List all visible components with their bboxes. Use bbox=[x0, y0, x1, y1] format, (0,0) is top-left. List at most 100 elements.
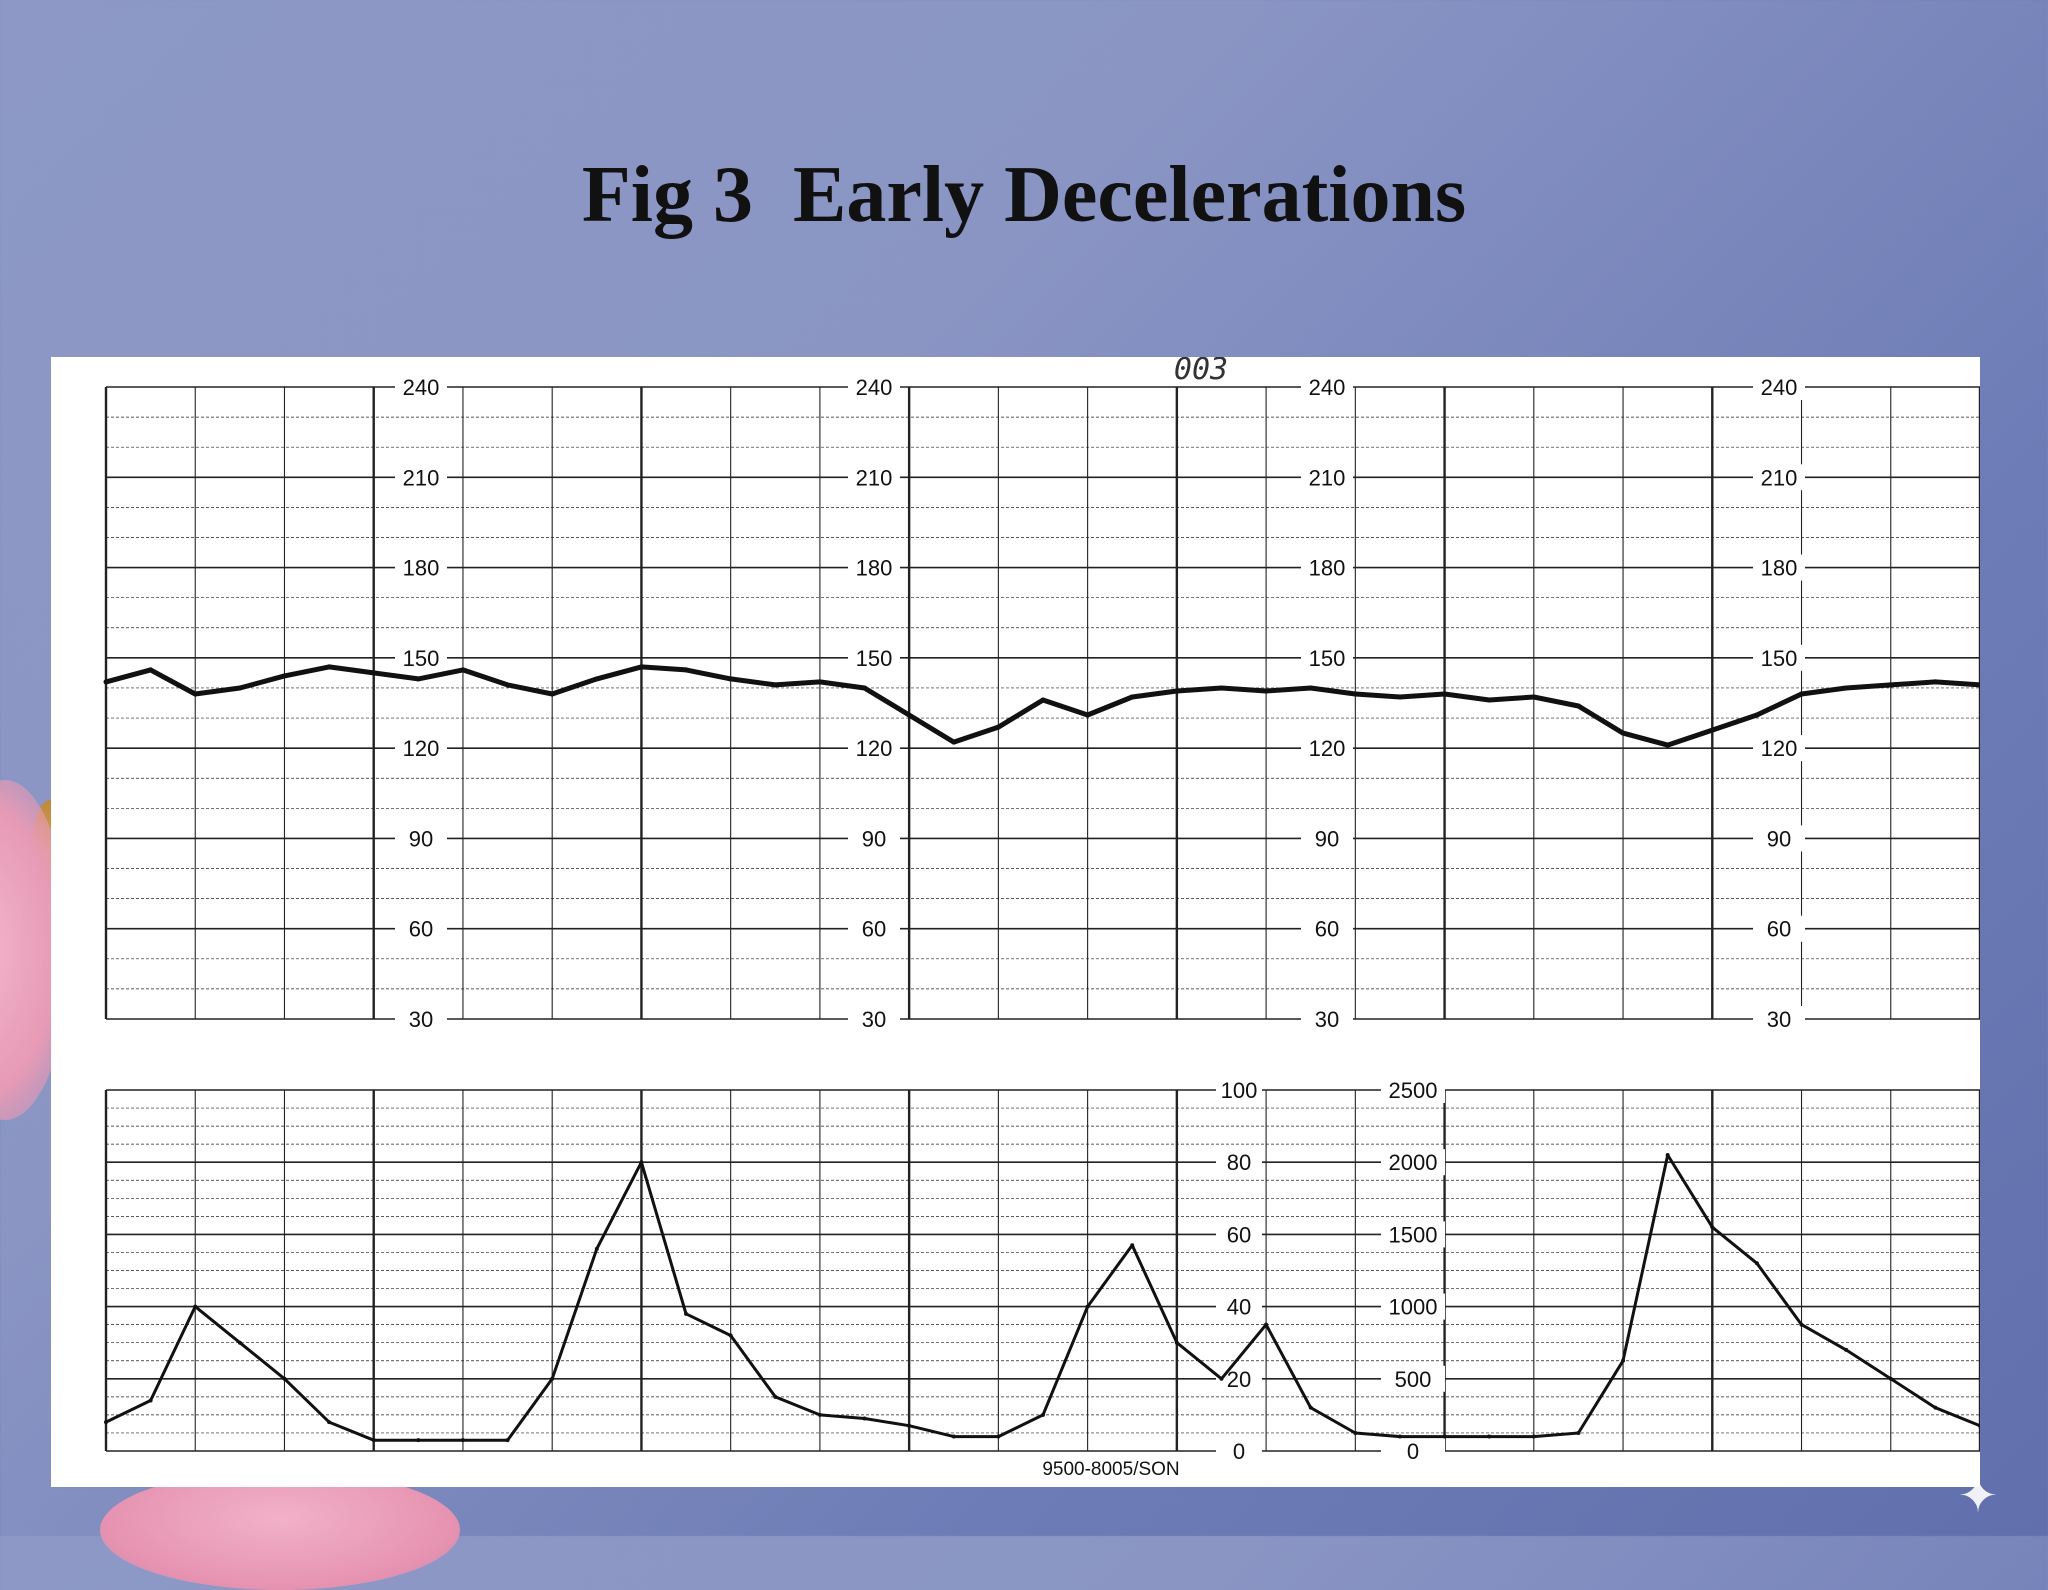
fhr-tick-bg bbox=[1753, 554, 1805, 581]
uc-tick-label-left: 80 bbox=[1227, 1150, 1251, 1175]
uc-tick-bg bbox=[1381, 1077, 1445, 1103]
fhr-tick-label: 120 bbox=[1309, 736, 1346, 761]
fhr-tick-bg bbox=[395, 735, 447, 762]
fhr-tick-bg bbox=[1301, 825, 1353, 852]
fhr-data-point bbox=[1754, 712, 1760, 718]
fhr-tick-bg bbox=[848, 644, 900, 671]
uc-data-point bbox=[237, 1340, 242, 1345]
fhr-tick-label: 120 bbox=[403, 736, 440, 761]
uc-data-point bbox=[282, 1376, 287, 1381]
fhr-tick-label: 240 bbox=[1761, 375, 1798, 400]
fhr-tick-label: 60 bbox=[1767, 917, 1791, 942]
fhr-tick-bg bbox=[848, 554, 900, 581]
fhr-tick-label: 150 bbox=[1309, 646, 1346, 671]
fhr-data-point bbox=[1575, 703, 1581, 709]
uc-data-point bbox=[1219, 1376, 1224, 1381]
fhr-tick-bg bbox=[1301, 374, 1353, 400]
fhr-tick-bg bbox=[848, 915, 900, 942]
fhr-tick-label: 210 bbox=[1761, 465, 1798, 490]
uc-tick-bg bbox=[1216, 1293, 1262, 1320]
fhr-tick-label: 180 bbox=[1761, 556, 1798, 581]
uc-tick-label-right: 2000 bbox=[1389, 1150, 1438, 1175]
fhr-data-point bbox=[1932, 679, 1938, 685]
uc-data-point bbox=[1665, 1152, 1670, 1157]
fhr-data-point bbox=[1620, 730, 1626, 736]
uc-tick-bg bbox=[1216, 1438, 1262, 1464]
fhr-tick-label: 210 bbox=[1309, 465, 1346, 490]
uc-data-point bbox=[907, 1423, 912, 1428]
fhr-data-point bbox=[1888, 682, 1894, 688]
uc-data-point bbox=[1264, 1322, 1269, 1327]
fhr-tick-bg bbox=[1301, 735, 1353, 762]
uc-tick-label-left: 100 bbox=[1221, 1078, 1258, 1103]
fhr-data-point bbox=[995, 724, 1001, 730]
fhr-data-point bbox=[281, 673, 287, 679]
uc-data-point bbox=[951, 1434, 956, 1439]
fhr-data-point bbox=[862, 685, 868, 691]
uc-data-point bbox=[1933, 1405, 1938, 1410]
fhr-tick-label: 240 bbox=[403, 375, 440, 400]
fhr-data-point bbox=[683, 667, 689, 673]
ctg-chart-panel: 240 210 180 150 120 90 60 30 240 210 180 150 120 90 60… bbox=[51, 357, 1980, 1487]
fhr-data-point bbox=[728, 676, 734, 682]
uc-data-point bbox=[594, 1246, 599, 1251]
fhr-data-point bbox=[638, 664, 644, 670]
fhr-data-point bbox=[1129, 694, 1135, 700]
uc-data-point bbox=[1442, 1434, 1447, 1439]
fhr-data-point bbox=[906, 712, 912, 718]
uc-data-point bbox=[1754, 1261, 1759, 1266]
fhr-tick-label: 150 bbox=[856, 646, 893, 671]
uc-tick-label-left: 0 bbox=[1233, 1439, 1245, 1464]
uc-tick-bg bbox=[1381, 1293, 1445, 1320]
uc-data-point bbox=[371, 1438, 376, 1443]
fhr-tick-label: 180 bbox=[403, 556, 440, 581]
uc-tick-bg bbox=[1381, 1221, 1445, 1248]
fhr-tick-bg bbox=[1753, 644, 1805, 671]
fhr-data-point bbox=[1709, 727, 1715, 733]
fhr-tick-label: 180 bbox=[856, 556, 893, 581]
fhr-data-point bbox=[505, 682, 511, 688]
fhr-tick-label: 120 bbox=[1761, 736, 1798, 761]
fhr-tick-bg bbox=[1301, 644, 1353, 671]
fhr-tick-bg bbox=[1753, 915, 1805, 942]
fhr-data-point bbox=[594, 676, 600, 682]
uc-data-point bbox=[684, 1311, 689, 1316]
fhr-data-point bbox=[1665, 742, 1671, 748]
uc-data-point bbox=[550, 1376, 555, 1381]
fhr-tick-bg bbox=[1753, 735, 1805, 762]
uc-data-point bbox=[416, 1438, 421, 1443]
uc-data-point bbox=[773, 1394, 778, 1399]
fhr-tick-label: 30 bbox=[1315, 1007, 1339, 1032]
uc-data-point bbox=[148, 1398, 153, 1403]
fhr-data-point bbox=[1174, 688, 1180, 694]
uc-data-point bbox=[1576, 1430, 1581, 1435]
fhr-tick-bg bbox=[1753, 1006, 1805, 1032]
uc-tick-bg bbox=[1216, 1221, 1262, 1248]
fhr-tick-label: 150 bbox=[1761, 646, 1798, 671]
uc-data-point bbox=[1487, 1434, 1492, 1439]
uc-data-point bbox=[460, 1438, 465, 1443]
fhr-tick-bg bbox=[1753, 464, 1805, 491]
slide-title: Fig 3 Early Decelerations bbox=[581, 151, 1467, 239]
uc-data-point bbox=[1308, 1405, 1313, 1410]
fhr-data-point bbox=[1040, 697, 1046, 703]
uc-data-point bbox=[1799, 1322, 1804, 1327]
uc-data-point bbox=[639, 1160, 644, 1165]
fhr-data-point bbox=[1843, 685, 1849, 691]
fhr-tick-label: 90 bbox=[409, 826, 433, 851]
uc-grid bbox=[104, 1089, 1980, 1452]
uc-data-point bbox=[104, 1420, 108, 1425]
uc-tick-bg bbox=[1381, 1149, 1445, 1176]
fhr-data-point bbox=[1218, 685, 1224, 691]
fhr-tick-label: 120 bbox=[856, 736, 893, 761]
fhr-tick-label: 60 bbox=[862, 917, 886, 942]
fhr-data-point bbox=[1442, 691, 1448, 697]
uc-tick-label-right: 500 bbox=[1395, 1367, 1432, 1392]
uc-data-point bbox=[327, 1420, 332, 1425]
uc-tick-label-left: 40 bbox=[1227, 1295, 1251, 1320]
uc-tick-bg bbox=[1381, 1438, 1445, 1464]
fhr-tick-bg bbox=[395, 464, 447, 491]
fhr-tick-label: 30 bbox=[1767, 1007, 1791, 1032]
fhr-tick-label: 90 bbox=[862, 826, 886, 851]
uc-data-point bbox=[728, 1333, 733, 1338]
